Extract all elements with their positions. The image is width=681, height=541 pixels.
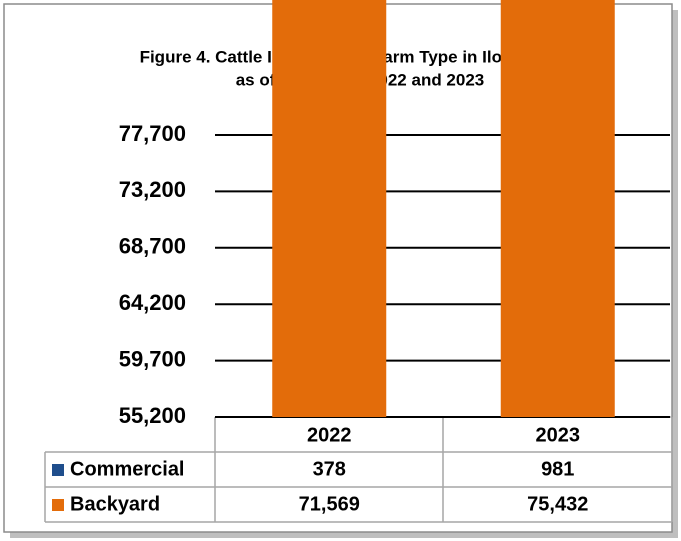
- legend-label: Commercial: [70, 458, 185, 480]
- table-value: 75,432: [527, 493, 588, 515]
- x-tick-label: 2022: [307, 424, 352, 446]
- legend-label: Backyard: [70, 493, 160, 515]
- legend-swatch: [52, 499, 64, 511]
- table-value: 981: [541, 458, 574, 480]
- y-tick-label: 77,700: [119, 121, 186, 146]
- table-value: 71,569: [299, 493, 360, 515]
- bar-segment: [272, 0, 387, 417]
- x-tick-label: 2023: [536, 424, 581, 446]
- y-tick-label: 55,200: [119, 403, 186, 428]
- y-tick-label: 59,700: [119, 346, 186, 371]
- y-tick-label: 73,200: [119, 177, 186, 202]
- y-tick-label: 64,200: [119, 290, 186, 315]
- y-tick-label: 68,700: [119, 234, 186, 259]
- legend-swatch: [52, 464, 64, 476]
- table-value: 378: [313, 458, 346, 480]
- bar-segment: [500, 0, 615, 417]
